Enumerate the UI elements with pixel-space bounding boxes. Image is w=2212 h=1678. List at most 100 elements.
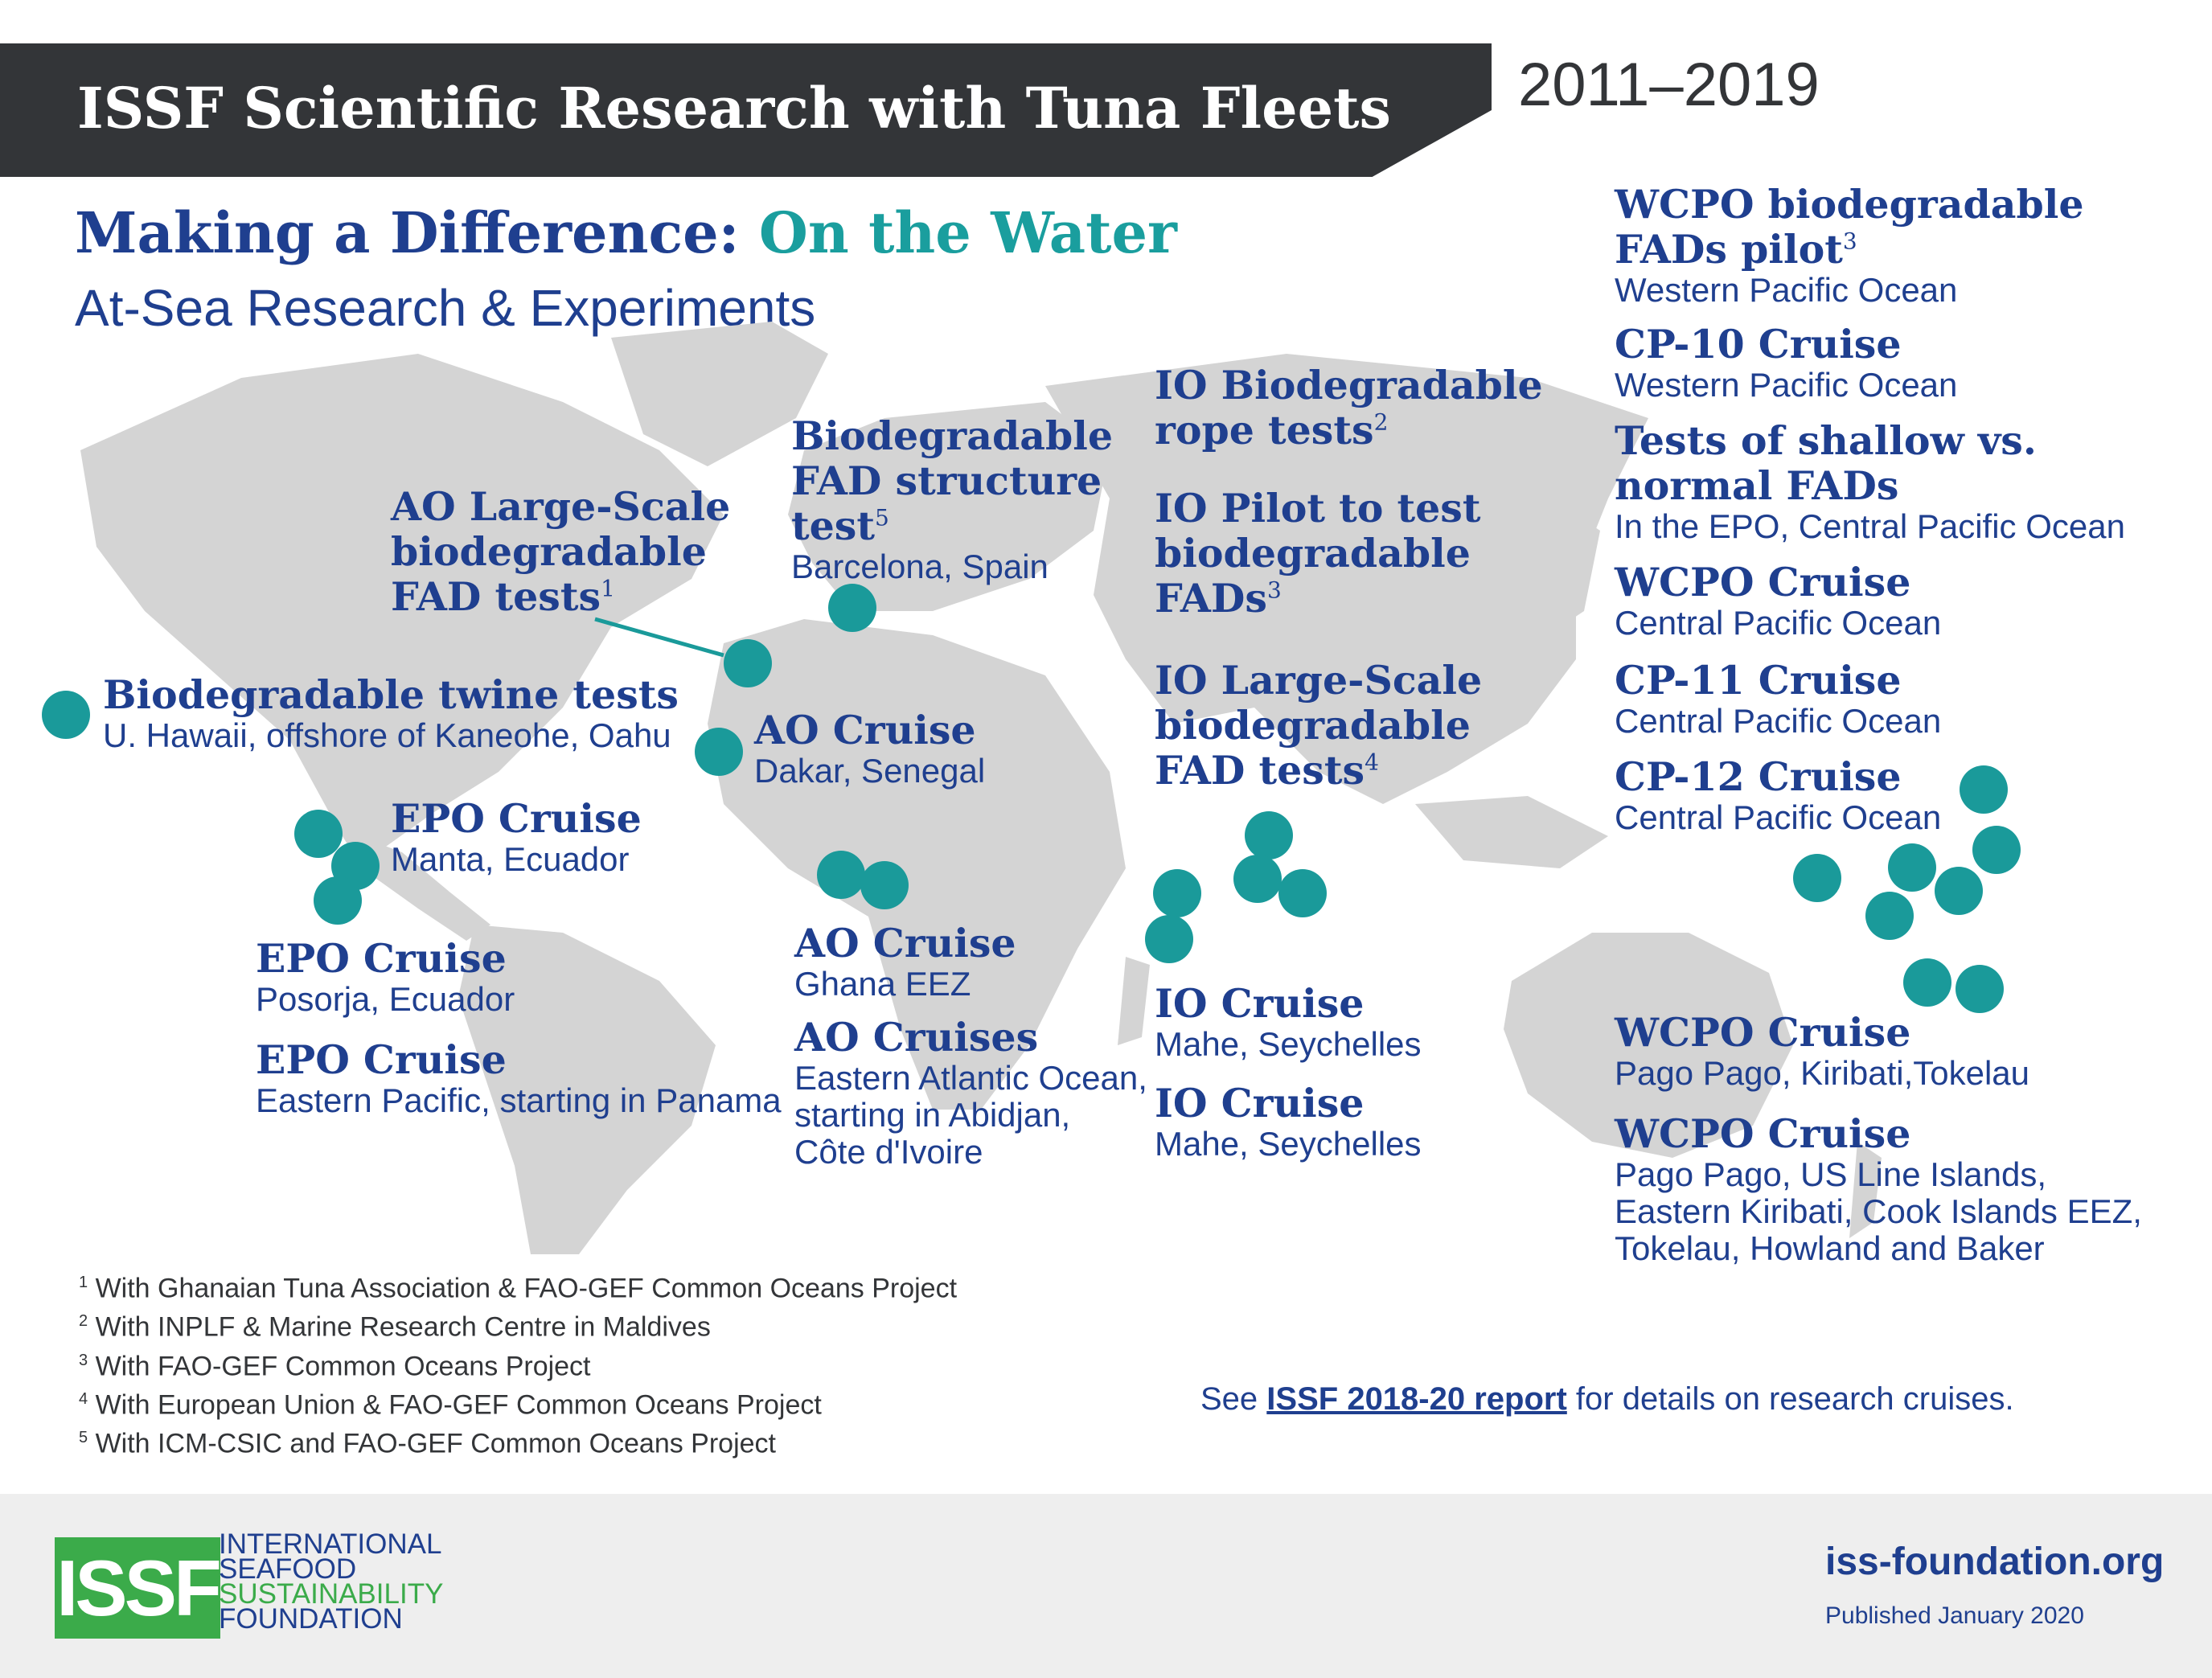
entry-location: Pago Pago, Kiribati,Tokelau [1615,1054,2029,1092]
entry-title: EPO Cruise [391,795,642,842]
entry-title: AO Cruise [794,920,1016,966]
entry-wcpo-pago-1: WCPO Cruise Pago Pago, Kiribati,Tokelau [1615,1010,2029,1092]
world-map [80,322,1882,1254]
marker-dot [1865,892,1914,940]
entry-twine-tests: Biodegradable twine tests U. Hawaii, off… [103,672,679,754]
marker-dot [1245,811,1293,860]
marker-dot [294,810,343,858]
entry-title: CP-11 Cruise [1615,657,1902,704]
landmass-south-america [458,925,716,1254]
entry-title: Biodegradable twine tests [103,671,679,718]
entry-io-large-scale: IO Large-Scale biodegradable FAD tests4 [1155,658,1482,793]
entry-location: Central Pacific Ocean [1615,702,1942,740]
website-link[interactable]: iss-foundation.org [1825,1541,2165,1583]
logo-line: INTERNATIONAL [219,1528,442,1560]
entry-title: WCPO biodegradable FADs pilot3 [1615,181,2084,273]
marker-dot [695,728,743,776]
entry-ao-ghana: AO Cruise Ghana EEZ [794,921,1016,1003]
entry-wcpo-pilot: WCPO biodegradable FADs pilot3 Western P… [1615,182,2084,309]
published-date: Published January 2020 [1825,1602,2084,1629]
marker-dot [1972,826,2021,874]
entry-title: IO Cruise [1155,1080,1365,1126]
entry-title: CP-12 Cruise [1615,753,1902,800]
marker-dot [828,584,876,632]
entry-title: WCPO Cruise [1615,1009,1911,1056]
marker-dot [1935,867,1983,915]
entry-location: Mahe, Seychelles [1155,1125,1422,1163]
issf-logo: ISSF [55,1537,222,1639]
entry-ao-dakar: AO Cruise Dakar, Senegal [754,708,985,790]
entry-io-pilot: IO Pilot to test biodegradable FADs3 [1155,486,1481,621]
entry-title: WCPO Cruise [1615,1110,1911,1157]
entry-wcpo-pago-2: WCPO Cruise Pago Pago, US Line Islands, … [1615,1111,2142,1267]
entry-shallow-fads: Tests of shallow vs. normal FADs In the … [1615,418,2125,545]
logo-line: FOUNDATION [219,1603,403,1635]
entry-title: IO Pilot to test biodegradable FADs3 [1155,485,1481,622]
marker-dot [1960,765,2008,814]
entry-epo-posorja: EPO Cruise Posorja, Ecuador [256,936,515,1018]
footnote: 3 With FAO-GEF Common Oceans Project [79,1350,591,1381]
marker-dot [1233,855,1282,903]
entry-ao-large-scale: AO Large-Scale biodegradable FAD tests1 [391,484,730,619]
marker-dot [817,851,865,899]
entry-title: AO Cruise [754,707,976,753]
marker-dot [1278,869,1327,917]
entry-io-rope: IO Biodegradable rope tests2 [1155,363,1543,453]
entry-title: EPO Cruise [256,935,507,982]
entry-title: EPO Cruise [256,1036,507,1083]
footnote: 5 With ICM-CSIC and FAO-GEF Common Ocean… [79,1428,777,1459]
landmass-madagascar [1118,957,1150,1045]
entry-epo-manta: EPO Cruise Manta, Ecuador [391,796,642,878]
entry-location: Central Pacific Ocean [1615,604,1942,642]
entry-epo-panama: EPO Cruise Eastern Pacific, starting in … [256,1037,782,1119]
footer-bar [0,1494,2212,1678]
entry-title: AO Cruises [794,1014,1039,1061]
entry-title: WCPO Cruise [1615,559,1911,605]
section-heading: Making a Difference: On the Water [75,199,1177,266]
landmass-australia [1504,933,1793,1158]
entry-title: CP-10 Cruise [1615,321,1902,367]
marker-dot [860,861,909,909]
entry-location: Western Pacific Ocean [1615,271,1958,309]
marker-dot [1153,869,1201,917]
entry-location: Posorja, Ecuador [256,980,515,1018]
marker-dot [42,691,90,739]
leader-line [594,617,724,658]
entry-cp12: CP-12 Cruise Central Pacific Ocean [1615,754,1941,836]
entry-title: IO Biodegradable rope tests2 [1155,362,1543,453]
entry-location: Mahe, Seychelles [1155,1025,1422,1063]
landmass-greenland [611,322,828,466]
entry-title: AO Large-Scale biodegradable FAD tests1 [391,483,731,620]
footnotes: 1 With Ghanaian Tuna Association & FAO-G… [79,1266,957,1461]
entry-title: Biodegradable FAD structure test5 [791,412,1114,549]
entry-location: Manta, Ecuador [391,840,630,878]
entry-wcpo-central: WCPO Cruise Central Pacific Ocean [1615,560,1941,642]
landmass-europe [788,402,1110,611]
footnote: 4 With European Union & FAO-GEF Common O… [79,1389,822,1421]
section-subtitle: At-Sea Research & Experiments [75,279,816,337]
landmass-africa [708,619,1126,1110]
landmass-se-asia [1415,796,1608,868]
footnote: 1 With Ghanaian Tuna Association & FAO-G… [79,1273,958,1304]
entry-title: IO Large-Scale biodegradable FAD tests4 [1155,657,1483,794]
marker-dot [1793,854,1841,902]
landmass-new-zealand [1849,1142,1882,1238]
marker-dot [1903,958,1951,1007]
report-link[interactable]: ISSF 2018-20 report [1266,1381,1567,1417]
entry-location: Dakar, Senegal [754,752,986,790]
heading-accent: On the Water [758,199,1177,266]
entry-location: Western Pacific Ocean [1615,366,1958,404]
marker-dot [314,876,362,925]
year-range: 2011–2019 [1518,51,1820,119]
page-title: ISSF Scientific Research with Tuna Fleet… [77,75,1391,142]
entry-location: Eastern Atlantic Ocean, starting in Abid… [794,1059,1147,1171]
logo-line: SEAFOOD [219,1553,357,1585]
marker-dot [1956,965,2004,1013]
entry-io-mahe-1: IO Cruise Mahe, Seychelles [1155,981,1422,1063]
landmass-asia [1045,354,1648,804]
logo-wordmark: INTERNATIONAL SEAFOOD SUSTAINABILITY FOU… [219,1528,444,1635]
logo-line: SUSTAINABILITY [219,1578,444,1610]
landmass-japan [1560,515,1600,627]
entry-location: Eastern Pacific, starting in Panama [256,1081,782,1119]
entry-cp10: CP-10 Cruise Western Pacific Ocean [1615,322,1957,404]
